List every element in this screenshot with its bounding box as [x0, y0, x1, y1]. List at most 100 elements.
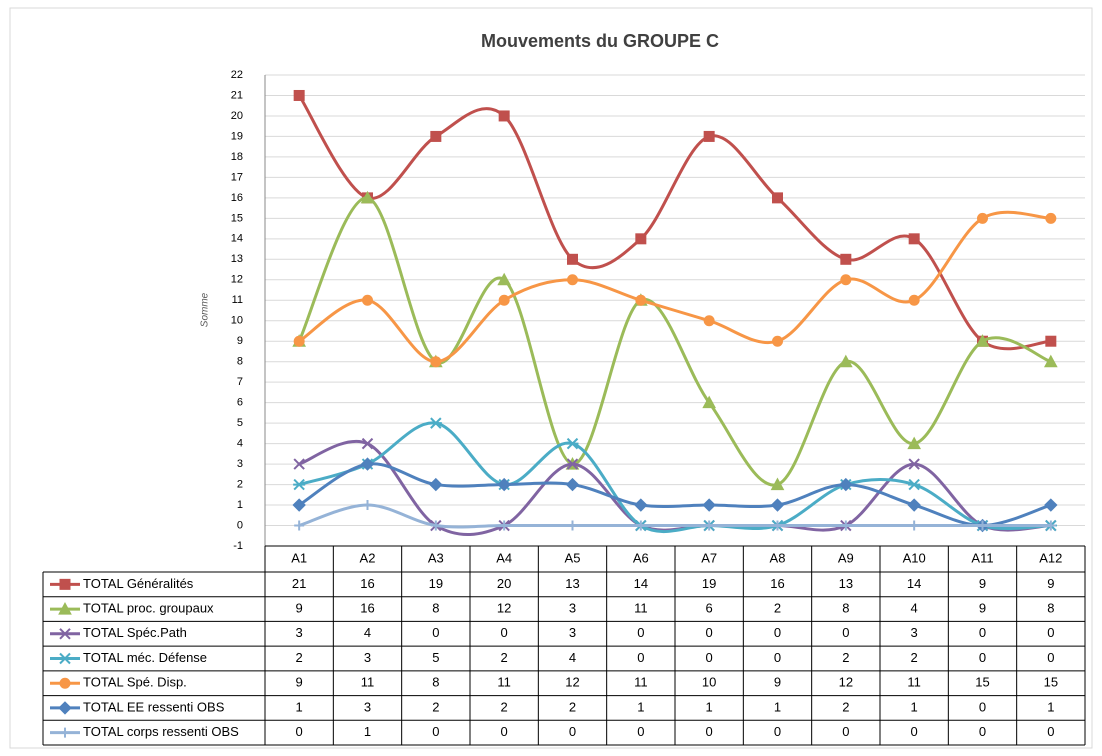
marker	[59, 652, 71, 665]
marker	[292, 498, 306, 512]
marker	[498, 294, 510, 306]
x-tick-label: A1	[291, 550, 307, 565]
marker	[294, 520, 305, 531]
marker	[498, 110, 510, 122]
table-value: 1	[706, 699, 713, 714]
marker	[566, 458, 579, 470]
table-value: 11	[634, 601, 648, 616]
table-value: 0	[911, 724, 918, 739]
table-value: 13	[565, 576, 579, 591]
marker	[293, 478, 306, 491]
table-value: 0	[1047, 625, 1054, 640]
table-value: 4	[569, 650, 576, 665]
legend-label: TOTAL Généralités	[83, 576, 194, 591]
table-value: 2	[501, 699, 508, 714]
marker	[567, 520, 578, 531]
x-tick-label: A7	[701, 550, 717, 565]
table-value: 0	[706, 650, 713, 665]
marker	[567, 253, 578, 265]
marker	[293, 458, 305, 470]
marker	[497, 477, 511, 492]
table-value: 1	[364, 724, 371, 739]
y-tick-label: 10	[231, 315, 243, 327]
marker	[908, 294, 920, 306]
marker	[60, 727, 70, 738]
table-value: 3	[569, 625, 576, 640]
table-value: 2	[774, 601, 781, 616]
y-tick-label: 14	[231, 233, 243, 245]
x-tick-label: A4	[496, 550, 512, 565]
marker	[635, 520, 646, 531]
table-value: 3	[296, 625, 303, 640]
y-tick-label: 15	[231, 212, 243, 224]
marker	[430, 520, 441, 531]
table-value: 1	[911, 699, 918, 714]
table-value: 4	[364, 625, 371, 640]
marker	[362, 294, 373, 306]
series-line	[298, 503, 1051, 529]
table-value: 1	[296, 699, 303, 714]
marker	[839, 477, 853, 492]
table-value: 4	[911, 601, 918, 616]
y-tick-label: 1	[237, 499, 243, 511]
y-tick-label: 7	[237, 376, 243, 388]
y-tick-label: 13	[231, 253, 243, 265]
marker	[362, 500, 373, 511]
y-tick-label: 19	[231, 130, 243, 142]
table-value: 10	[702, 675, 716, 690]
marker	[566, 437, 579, 450]
marker	[429, 477, 443, 492]
table-value: 19	[702, 576, 716, 591]
table-value: 3	[364, 699, 371, 714]
table-value: 2	[842, 650, 849, 665]
table-value: 0	[979, 724, 986, 739]
table-value: 14	[907, 576, 921, 591]
table-value: 0	[637, 625, 644, 640]
table-value: 3	[569, 601, 576, 616]
y-tick-label: 21	[231, 89, 243, 101]
x-tick-label: A9	[838, 550, 854, 565]
y-tick-label: 3	[237, 458, 243, 470]
y-tick-label: -1	[233, 540, 243, 552]
table-value: 21	[292, 576, 306, 591]
table-value: 2	[296, 650, 303, 665]
y-tick-label: 9	[237, 335, 243, 347]
table-value: 0	[979, 699, 986, 714]
marker	[704, 520, 715, 531]
y-tick-label: 17	[231, 171, 243, 183]
table-value: 0	[637, 650, 644, 665]
marker	[429, 417, 442, 429]
marker	[1045, 212, 1057, 224]
table-value: 0	[1047, 650, 1054, 665]
table-value: 9	[979, 576, 986, 591]
table-value: 16	[360, 601, 374, 616]
marker	[909, 520, 920, 531]
marker	[1044, 498, 1058, 512]
marker	[58, 701, 72, 715]
marker	[497, 272, 512, 286]
marker	[838, 354, 853, 368]
marker	[59, 628, 71, 640]
marker	[58, 602, 72, 615]
table-value: 2	[432, 699, 439, 714]
y-tick-label: 4	[237, 438, 243, 450]
table-value: 9	[774, 675, 781, 690]
marker	[770, 498, 785, 512]
marker	[430, 356, 442, 368]
table-value: 2	[501, 650, 508, 665]
y-tick-label: 20	[231, 110, 243, 122]
table-value: 0	[979, 625, 986, 640]
legend-label: TOTAL méc. Défense	[83, 650, 207, 665]
marker	[908, 233, 920, 245]
marker	[703, 130, 715, 142]
marker	[360, 457, 375, 471]
table-value: 16	[360, 576, 374, 591]
table-value: 0	[432, 625, 439, 640]
y-tick-label: 0	[237, 519, 243, 531]
marker	[361, 437, 374, 450]
table-value: 8	[1047, 601, 1054, 616]
series-line	[298, 210, 1051, 364]
series-line	[298, 462, 1052, 528]
x-tick-label: A6	[633, 550, 649, 565]
